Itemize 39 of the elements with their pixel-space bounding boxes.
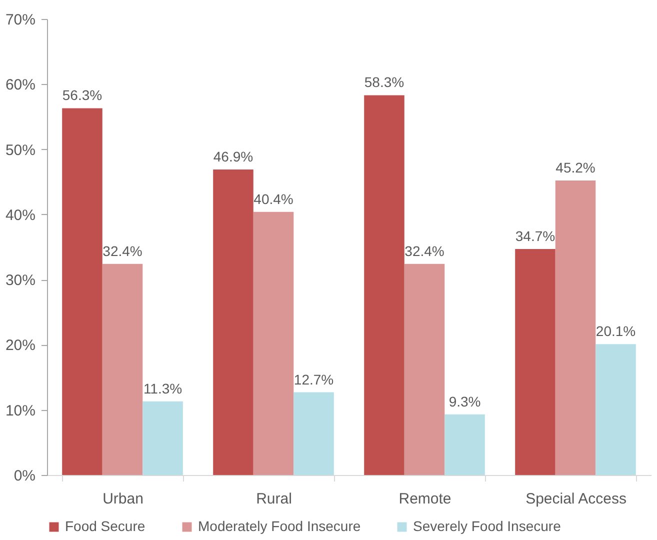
y-tick-label: 60% [5, 76, 36, 94]
bar [515, 248, 556, 475]
y-tick-label: 0% [14, 468, 36, 484]
legend-label: Food Secure [65, 518, 146, 534]
bar [444, 414, 485, 475]
data-label: 32.4% [102, 242, 142, 259]
bar [596, 344, 636, 475]
bar [294, 392, 334, 475]
data-label: 9.3% [448, 393, 481, 410]
y-tick-label: 70% [5, 12, 36, 28]
bar [253, 212, 294, 475]
legend-label: Severely Food Insecure [413, 518, 562, 534]
data-label: 11.3% [143, 380, 182, 396]
x-tick-label: Special Access [526, 490, 626, 508]
data-label: 56.3% [62, 87, 102, 104]
x-tick-label: Urban [102, 490, 144, 508]
y-tick-label: 50% [5, 142, 36, 159]
bar [213, 169, 254, 475]
y-tick-label: 10% [5, 402, 36, 420]
x-tick-label: Rural [256, 490, 292, 508]
bar [555, 180, 596, 475]
bar [364, 95, 404, 475]
y-tick-label: 40% [5, 206, 36, 224]
bar [142, 401, 183, 475]
bar [404, 264, 445, 475]
legend-label: Moderately Food Insecure [198, 518, 361, 534]
data-label: 46.9% [213, 148, 254, 164]
data-label: 32.4% [404, 242, 444, 259]
y-tick-label: 20% [5, 337, 36, 354]
x-tick-label: Remote [398, 490, 452, 508]
data-label: 45.2% [556, 160, 596, 176]
data-label: 58.3% [364, 74, 404, 90]
data-label: 20.1% [596, 323, 636, 340]
data-label: 12.7% [294, 371, 334, 388]
data-label: 40.4% [254, 190, 294, 207]
bar [62, 108, 102, 475]
data-label: 34.7% [515, 228, 556, 244]
y-tick-label: 30% [5, 272, 36, 290]
bar [102, 264, 143, 475]
